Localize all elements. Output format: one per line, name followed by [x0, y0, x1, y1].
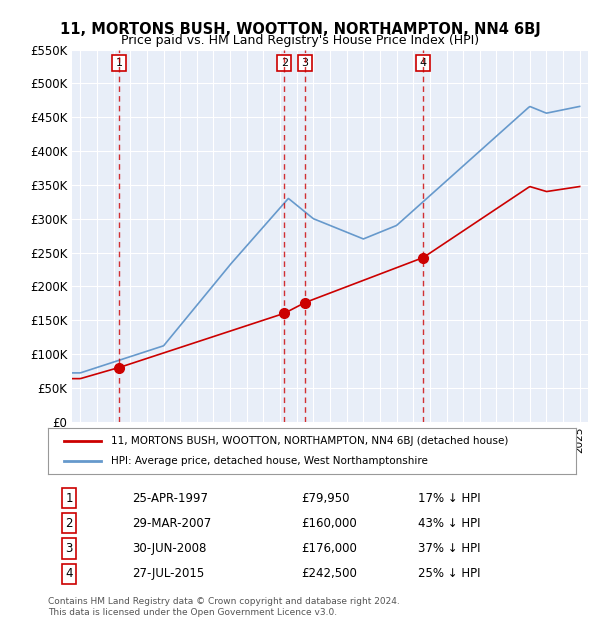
- Text: 30-JUN-2008: 30-JUN-2008: [133, 542, 207, 555]
- Text: 4: 4: [419, 58, 427, 68]
- Text: 29-MAR-2007: 29-MAR-2007: [133, 517, 212, 529]
- Text: 11, MORTONS BUSH, WOOTTON, NORTHAMPTON, NN4 6BJ: 11, MORTONS BUSH, WOOTTON, NORTHAMPTON, …: [59, 22, 541, 37]
- Text: 17% ↓ HPI: 17% ↓ HPI: [418, 492, 480, 505]
- Text: 2: 2: [281, 58, 288, 68]
- Text: 1: 1: [116, 58, 122, 68]
- Text: 25% ↓ HPI: 25% ↓ HPI: [418, 567, 480, 580]
- Text: £79,950: £79,950: [301, 492, 350, 505]
- Text: HPI: Average price, detached house, West Northamptonshire: HPI: Average price, detached house, West…: [112, 456, 428, 466]
- Text: Contains HM Land Registry data © Crown copyright and database right 2024.
This d: Contains HM Land Registry data © Crown c…: [48, 598, 400, 617]
- Text: 11, MORTONS BUSH, WOOTTON, NORTHAMPTON, NN4 6BJ (detached house): 11, MORTONS BUSH, WOOTTON, NORTHAMPTON, …: [112, 436, 509, 446]
- Text: £176,000: £176,000: [301, 542, 358, 555]
- Text: 37% ↓ HPI: 37% ↓ HPI: [418, 542, 480, 555]
- Text: 3: 3: [65, 542, 73, 555]
- Text: 3: 3: [302, 58, 308, 68]
- Text: £242,500: £242,500: [301, 567, 358, 580]
- Text: 27-JUL-2015: 27-JUL-2015: [133, 567, 205, 580]
- Text: 4: 4: [65, 567, 73, 580]
- Text: Price paid vs. HM Land Registry's House Price Index (HPI): Price paid vs. HM Land Registry's House …: [121, 34, 479, 47]
- Text: £160,000: £160,000: [301, 517, 357, 529]
- Text: 43% ↓ HPI: 43% ↓ HPI: [418, 517, 480, 529]
- Text: 2: 2: [65, 517, 73, 529]
- Text: 1: 1: [65, 492, 73, 505]
- Text: 25-APR-1997: 25-APR-1997: [133, 492, 208, 505]
